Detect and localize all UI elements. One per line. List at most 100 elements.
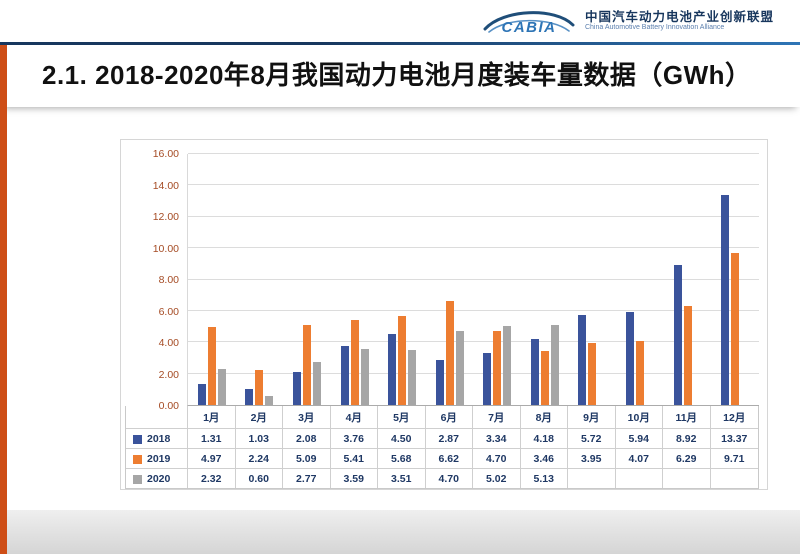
value-cell: 5.68 <box>378 449 426 469</box>
month-label: 7月 <box>473 406 521 429</box>
value-cell: 9.71 <box>710 449 758 469</box>
bar-group-9月 <box>569 154 617 405</box>
bar-group-3月 <box>283 154 331 405</box>
month-label: 1月 <box>188 406 236 429</box>
value-cell: 3.95 <box>568 449 616 469</box>
value-cell: 2.08 <box>283 429 331 449</box>
legend-swatch <box>133 454 142 464</box>
page-title: 2.1. 2018-2020年8月我国动力电池月度装车量数据（GWh） <box>42 60 752 90</box>
bar-group-10月 <box>616 154 664 405</box>
value-cell: 13.37 <box>710 429 758 449</box>
bar-2019 <box>350 320 359 405</box>
value-cell: 1.31 <box>188 429 236 449</box>
value-cell: 5.13 <box>521 469 568 488</box>
org-name-en: China Automotive Battery Innovation Alli… <box>584 24 725 32</box>
bar-2018 <box>292 372 301 405</box>
bar-2018 <box>388 334 397 405</box>
header: CABIA 中国汽车动力电池产业创新联盟 China Automotive Ba… <box>0 0 800 42</box>
value-cell: 5.09 <box>283 449 331 469</box>
legend-2019: 2019 <box>126 449 188 469</box>
bar-2018 <box>340 346 349 405</box>
plot-row: 0.00 2.00 4.00 6.00 8.00 10.00 12.00 14.00 16.00 <box>125 148 759 412</box>
value-cell: 3.46 <box>520 449 568 469</box>
y-tick-label: 2.00 <box>158 368 179 381</box>
y-axis: 0.00 2.00 4.00 6.00 8.00 10.00 12.00 14.00 16.00 <box>125 148 187 412</box>
month-label: 6月 <box>425 406 473 429</box>
month-label: 2月 <box>235 406 283 429</box>
header-logo: CABIA 中国汽车动力电池产业创新联盟 China Automotive Ba… <box>481 5 774 37</box>
value-cell: 5.02 <box>473 469 521 488</box>
month-label: 9月 <box>568 406 616 429</box>
table-row-2020: 2020 2.32 0.60 2.77 3.59 3.51 4.70 5.02 5.13 <box>126 469 758 488</box>
bar-group-11月 <box>664 154 712 405</box>
table-row-2018: 2018 1.31 1.03 2.08 3.76 4.50 2.87 3.34 4.18 5.72… <box>126 429 758 449</box>
bar-2019 <box>398 315 407 405</box>
legend-label: 2020 <box>147 473 171 485</box>
value-cell <box>568 469 616 488</box>
bar-group-8月 <box>521 154 569 405</box>
value-cell: 5.41 <box>330 449 378 469</box>
y-tick-label: 12.00 <box>152 211 179 223</box>
y-tick-label: 4.00 <box>158 337 179 349</box>
bar-2018 <box>197 384 206 405</box>
gridline <box>188 153 759 154</box>
gridline <box>188 215 759 217</box>
value-cell: 4.07 <box>615 449 663 469</box>
month-label: 5月 <box>378 406 426 429</box>
bar-group-4月 <box>331 154 379 405</box>
cabia-logo-text: CABIA <box>501 19 556 36</box>
value-cell: 4.50 <box>378 429 426 449</box>
value-cell: 3.51 <box>378 469 426 488</box>
value-cell: 3.59 <box>331 469 378 488</box>
value-cell: 3.34 <box>473 429 521 449</box>
value-cell: 5.94 <box>615 429 663 449</box>
month-label: 11月 <box>663 406 711 429</box>
bar-group-6月 <box>426 154 474 405</box>
bar-2020 <box>217 368 226 405</box>
y-tick-label: 0.00 <box>158 400 179 412</box>
value-cell: 2.32 <box>188 469 236 488</box>
bar-2019 <box>540 350 549 405</box>
bar-2018 <box>435 359 444 405</box>
title-band: 2.1. 2018-2020年8月我国动力电池月度装车量数据（GWh） <box>0 45 800 107</box>
gridline <box>188 247 759 249</box>
y-tick-label: 10.00 <box>152 242 179 255</box>
chart-panel: 0.00 2.00 4.00 6.00 8.00 10.00 12.00 14.00 16.00… <box>120 139 768 490</box>
bar-2018 <box>578 315 587 405</box>
cabia-logo-icon: CABIA <box>483 11 575 36</box>
bar-2019 <box>683 306 692 405</box>
bar-2018 <box>245 388 254 405</box>
month-label: 10月 <box>615 406 663 429</box>
bar-2018 <box>483 352 492 405</box>
month-label: 4月 <box>330 406 378 429</box>
gridline <box>188 341 759 343</box>
gridline <box>188 372 759 374</box>
y-tick-label: 8.00 <box>158 274 179 286</box>
left-accent-strip <box>0 45 7 554</box>
bar-2020 <box>312 361 321 405</box>
gridline <box>188 278 759 280</box>
bar-2020 <box>550 324 559 405</box>
bar-group-5月 <box>378 154 426 405</box>
legend-2020: 2020 <box>126 469 188 488</box>
bar-2019 <box>635 341 644 405</box>
bar-2018 <box>625 311 634 405</box>
footer-band <box>0 510 800 554</box>
bar-2020 <box>265 395 274 405</box>
bar-2018 <box>721 195 730 405</box>
table-header-row: 1月 2月 3月 4月 5月 6月 7月 8月 9月 10月 11月 12月 <box>126 406 758 429</box>
value-cell: 2.87 <box>425 429 473 449</box>
month-label: 3月 <box>283 406 331 429</box>
y-tick-label: 16.00 <box>152 148 179 160</box>
bar-2018 <box>530 339 539 405</box>
month-label: 8月 <box>520 406 568 429</box>
value-cell: 0.60 <box>236 469 283 488</box>
bar-group-12月 <box>711 154 759 405</box>
value-cell: 2.77 <box>283 469 331 488</box>
plot-area <box>187 153 759 406</box>
value-cell: 6.62 <box>425 449 473 469</box>
bar-2018 <box>673 265 682 405</box>
bar-group-7月 <box>473 154 521 405</box>
bar-2020 <box>408 349 417 405</box>
